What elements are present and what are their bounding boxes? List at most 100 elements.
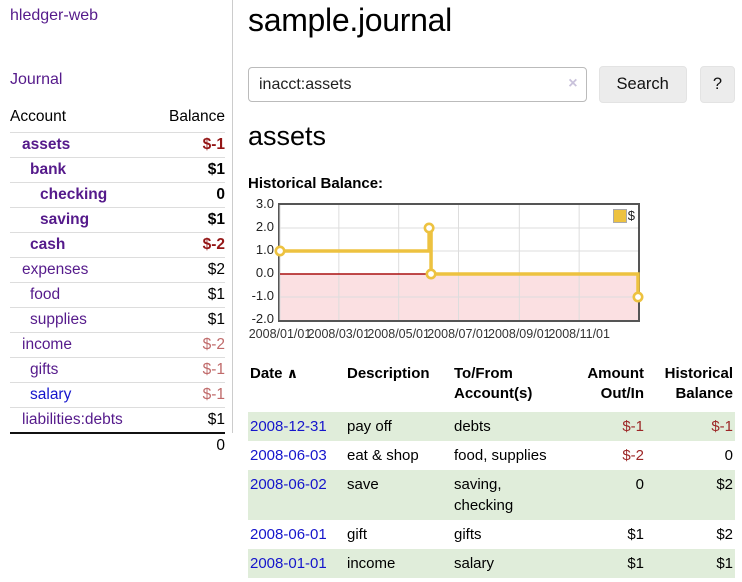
accounts-total-spacer	[10, 432, 154, 458]
account-balance: $-2	[153, 332, 225, 358]
transaction-date-link[interactable]: 2008-12-31	[250, 417, 327, 435]
account-row: cash $-2	[10, 232, 225, 258]
transaction-date-link[interactable]: 2008-06-03	[250, 446, 327, 464]
clear-search-icon[interactable]: ×	[568, 75, 578, 92]
search-input[interactable]	[248, 67, 587, 102]
account-row: bank $1	[10, 157, 225, 183]
sort-ascending-icon[interactable]: ∧	[286, 365, 299, 381]
search-button[interactable]: Search	[598, 66, 687, 103]
account-link[interactable]: assets	[22, 136, 71, 153]
help-button[interactable]: ?	[699, 66, 735, 103]
legend-swatch-icon	[612, 208, 627, 223]
account-balance: $2	[153, 257, 225, 283]
transaction-description: save	[347, 475, 379, 493]
x-tick-label: 2008/11/01	[548, 327, 610, 341]
transaction-date-link[interactable]: 2008-01-01	[250, 554, 327, 572]
account-link[interactable]: gifts	[30, 361, 59, 378]
account-balance: $1	[153, 407, 225, 433]
account-row: saving $1	[10, 207, 225, 233]
y-tick-label: -2.0	[251, 311, 274, 326]
transaction-date-link[interactable]: 2008-06-02	[250, 475, 327, 493]
register-header-accounts: To/From Account(s)	[454, 365, 533, 403]
x-tick-label: 2008/01/01	[248, 327, 312, 341]
account-heading: assets	[248, 121, 327, 151]
account-link[interactable]: saving	[40, 211, 90, 228]
transaction-amount: $1	[627, 554, 644, 572]
search-input-wrap: ×	[248, 67, 587, 102]
account-balance: $1	[153, 307, 225, 333]
account-row: supplies $1	[10, 307, 225, 333]
accounts-header-account: Account	[10, 108, 67, 125]
chart-title: Historical Balance:	[248, 175, 384, 192]
transaction-description: income	[347, 554, 396, 572]
y-tick-label: 0.0	[255, 265, 274, 280]
account-balance: $-1	[153, 382, 225, 408]
y-tick-label: 3.0	[255, 196, 274, 211]
account-link[interactable]: food	[30, 286, 61, 303]
accounts-table: Account Balance assets $-1 bank $1 checking 0…	[10, 106, 225, 458]
register-table: Date ∧ Description To/From Account(s) Am…	[248, 362, 735, 578]
transaction-balance: $1	[716, 554, 733, 572]
transaction-accounts: salary	[454, 554, 495, 572]
accounts-header-row: Account Balance	[10, 106, 225, 133]
transaction-row: 2008-06-01 gift gifts $1 $2	[248, 520, 735, 549]
main-content: sample.journal × Search ? assets Histori…	[248, 0, 735, 578]
transaction-date-link[interactable]: 2008-06-01	[250, 525, 327, 543]
x-tick-label: 2008/09/01	[488, 327, 551, 341]
app-title-link[interactable]: hledger-web	[10, 7, 99, 24]
register-header-description: Description	[347, 365, 430, 382]
transaction-row: 2008-12-31 pay off debts $-1 $-1	[248, 411, 735, 441]
x-tick-label: 2008/07/01	[427, 327, 490, 341]
account-balance: $-1	[153, 132, 225, 158]
account-link[interactable]: expenses	[22, 261, 89, 278]
account-row: gifts $-1	[10, 357, 225, 383]
transaction-amount: 0	[635, 475, 644, 493]
transaction-accounts: debts	[454, 417, 491, 435]
account-balance: $1	[153, 282, 225, 308]
account-row: assets $-1	[10, 132, 225, 158]
sidebar-divider	[232, 0, 233, 433]
account-link[interactable]: supplies	[30, 311, 87, 328]
historical-balance-chart: 3.0 2.0 1.0 0.0 -1.0 -2.0 $ 2008/01/01 2008/03…	[248, 196, 735, 345]
account-row: liabilities:debts $1	[10, 407, 225, 433]
account-link[interactable]: cash	[30, 236, 66, 253]
transaction-accounts: gifts	[454, 525, 482, 543]
accounts-header-balance: Balance	[168, 108, 225, 125]
account-link[interactable]: checking	[40, 186, 108, 203]
register-header-row: Date ∧ Description To/From Account(s) Am…	[248, 362, 735, 412]
register-rows: 2008-12-31 pay off debts $-1 $-1 2008-06-03 ea…	[248, 411, 735, 578]
register-header-balance: Historical Balance	[664, 365, 733, 403]
search-form: × Search ?	[248, 66, 735, 103]
transaction-balance: $2	[716, 525, 733, 543]
transaction-balance: $2	[716, 475, 733, 493]
accounts-rows: assets $-1 bank $1 checking 0 saving $1 cash $-2 e…	[10, 132, 225, 433]
account-row: food $1	[10, 282, 225, 308]
page-title: sample.journal	[248, 2, 452, 38]
account-link[interactable]: income	[22, 336, 72, 353]
accounts-total-row: 0	[10, 432, 225, 458]
chart-plot-area: $	[274, 203, 644, 322]
account-balance: 0	[153, 182, 225, 208]
account-row: salary $-1	[10, 382, 225, 408]
transaction-row: 2008-06-03 eat & shop food, supplies $-2 0	[248, 441, 735, 470]
account-balance: $-2	[153, 232, 225, 258]
transaction-balance: 0	[724, 446, 733, 464]
legend-label: $	[627, 208, 635, 223]
transaction-amount: $-1	[622, 417, 644, 435]
account-link[interactable]: salary	[30, 386, 72, 403]
chart-svg	[274, 205, 644, 320]
y-tick-label: -1.0	[251, 288, 274, 303]
register-header-amount: Amount Out/In	[587, 365, 644, 403]
sidebar: hledger-web Journal Account Balance asse…	[0, 0, 233, 458]
register-header-date[interactable]: Date ∧	[250, 365, 299, 382]
transaction-row: 2008-06-02 save saving, checking 0 $2	[248, 469, 735, 520]
x-tick-label: 2008/05/01	[367, 327, 430, 341]
transaction-row: 2008-01-01 income salary $1 $1	[248, 548, 735, 578]
account-link[interactable]: bank	[30, 161, 67, 178]
account-row: expenses $2	[10, 257, 225, 283]
sidebar-item-journal[interactable]: Journal	[10, 71, 63, 88]
y-tick-label: 2.0	[255, 219, 274, 234]
account-link[interactable]: liabilities:debts	[22, 411, 123, 428]
accounts-total-value: 0	[153, 432, 225, 458]
transaction-description: pay off	[347, 417, 392, 435]
